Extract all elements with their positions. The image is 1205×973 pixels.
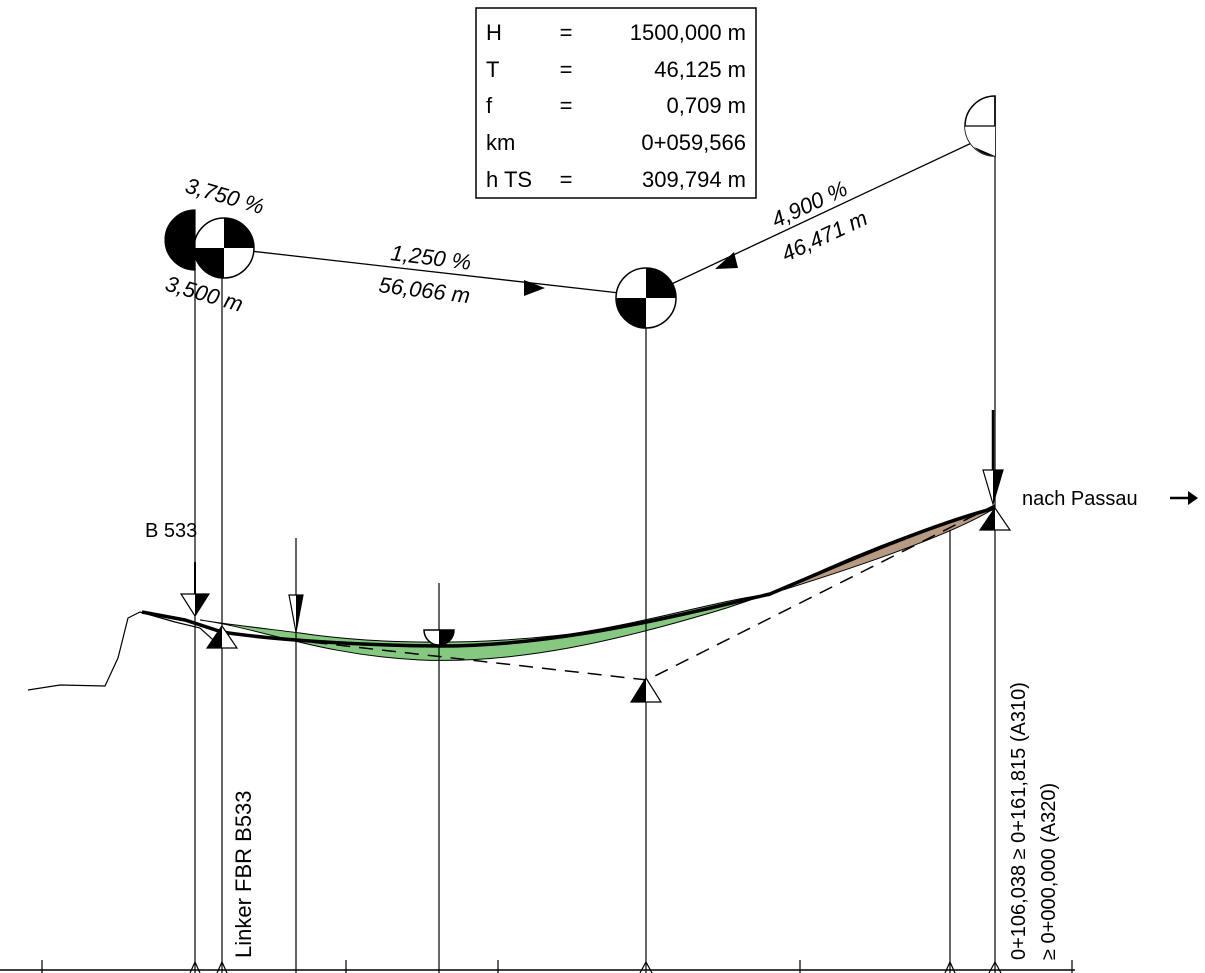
- table-label: km: [486, 130, 515, 155]
- table-eq: =: [560, 167, 573, 192]
- station-label-line2: ≥ 0+000,000 (A320): [1038, 783, 1060, 960]
- baseline-marker-2: [216, 960, 228, 973]
- marker-fbr-up: [205, 624, 239, 649]
- marker-down-296: [288, 594, 304, 633]
- baseline-marker-4: [944, 960, 956, 973]
- marker-b533-down: [179, 562, 211, 618]
- station-label-line1: 0+106,038 ≥ 0+161,815 (A310): [1008, 682, 1030, 960]
- table-row-t: T = 46,125 m: [486, 57, 746, 82]
- left-length-label: 3,500 m: [163, 271, 246, 317]
- table-row-f: f = 0,709 m: [486, 93, 746, 118]
- curve-parameter-table: H = 1500,000 m T = 46,125 m f = 0,709 m …: [475, 7, 757, 199]
- grade-line-left-mid: [223, 247, 647, 297]
- marker-up-646: [629, 676, 663, 703]
- table-label: f: [486, 93, 493, 118]
- road-surface-line: [141, 506, 996, 648]
- grade-arrow-left: [715, 252, 738, 269]
- table-row-h: H = 1500,000 m: [486, 20, 746, 45]
- middle-grade-label: 1,250 %: [389, 240, 472, 275]
- table-value: 309,794 m: [642, 167, 746, 192]
- table-row-km: km 0+059,566: [486, 130, 746, 155]
- dashed-tangent-line: [221, 504, 996, 681]
- baseline-ticks: [41, 960, 1073, 973]
- table-eq: =: [560, 93, 573, 118]
- baseline-marker-5: [988, 960, 1002, 973]
- tangent-circle-left: [193, 217, 255, 279]
- baseline-marker-3: [639, 960, 653, 973]
- arrow-right-icon: [1170, 491, 1198, 505]
- table-row-hts: h TS = 309,794 m: [486, 167, 746, 192]
- table-eq: =: [560, 20, 573, 45]
- tangent-circle-right: [964, 95, 996, 157]
- tangent-half-circle-left: [164, 209, 196, 271]
- marker-end-995: [978, 469, 1012, 531]
- table-value: 0+059,566: [641, 130, 746, 155]
- linker-fbr-label: Linker FBR B533: [231, 790, 256, 958]
- tangent-circle-middle: [615, 267, 677, 329]
- baseline-marker-1: [189, 960, 201, 973]
- table-label: h TS: [486, 167, 532, 192]
- nach-passau-label: nach Passau: [1022, 488, 1138, 510]
- table-border: [475, 7, 757, 199]
- table-value: 46,125 m: [654, 57, 746, 82]
- existing-terrain-line: [27, 611, 223, 691]
- table-value: 0,709 m: [667, 93, 747, 118]
- table-label: T: [486, 57, 499, 82]
- fill-area-green: [199, 593, 771, 661]
- table-eq: =: [560, 57, 573, 82]
- table-value: 1500,000 m: [630, 20, 746, 45]
- low-point-marker: [423, 629, 455, 646]
- grade-arrow-right: [524, 280, 545, 296]
- fill-area-brown: [767, 507, 996, 597]
- b533-label: B 533: [145, 520, 197, 542]
- middle-length-label: 56,066 m: [377, 272, 471, 308]
- table-label: H: [486, 20, 502, 45]
- grade-line-mid-right: [645, 131, 996, 297]
